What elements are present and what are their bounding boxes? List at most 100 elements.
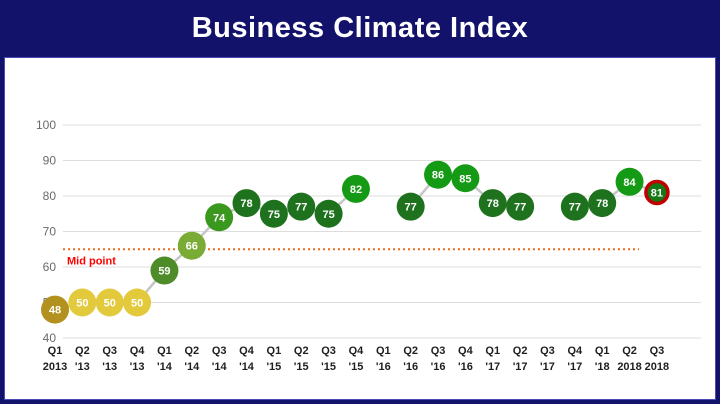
data-point (41, 295, 69, 324)
data-point (287, 192, 316, 221)
data-point-label: 75 (268, 209, 280, 221)
chart-header: Business Climate Index (0, 0, 720, 57)
x-tick-label-quarter: Q1 (595, 345, 610, 357)
x-tick-label-quarter: Q2 (294, 345, 309, 357)
data-point (314, 199, 343, 228)
x-tick-label-year: '13 (130, 361, 145, 373)
x-tick-label-quarter: Q3 (321, 345, 336, 357)
data-point-label: 82 (350, 184, 362, 196)
data-point (205, 203, 234, 232)
x-tick-label-year: '14 (184, 361, 200, 373)
x-tick-label-year: '13 (75, 361, 90, 373)
x-tick-label-year: '17 (513, 361, 528, 373)
data-point (615, 167, 644, 196)
data-point-label: 50 (104, 298, 116, 310)
data-point-label: 66 (186, 241, 198, 253)
y-tick-label: 90 (43, 154, 57, 168)
data-point-label: 86 (432, 170, 444, 182)
x-tick-label-year: '16 (431, 361, 446, 373)
x-tick-label-quarter: Q3 (212, 345, 227, 357)
data-point-label: 48 (49, 305, 61, 317)
data-point-label: 78 (487, 198, 499, 210)
data-point (177, 231, 206, 260)
x-tick-label-quarter: Q2 (75, 345, 90, 357)
x-tick-label-quarter: Q4 (239, 345, 255, 357)
x-tick-label-year: '13 (102, 361, 117, 373)
data-point-label: 59 (158, 266, 170, 278)
x-tick-label-quarter: Q4 (567, 345, 583, 357)
data-point-label: 78 (240, 198, 252, 210)
y-tick-label: 60 (43, 260, 57, 274)
data-point (68, 288, 97, 317)
data-point-label: 77 (569, 202, 581, 214)
midpoint-label: Mid point (67, 255, 116, 267)
x-tick-label-quarter: Q3 (650, 345, 665, 357)
x-tick-label-quarter: Q3 (540, 345, 555, 357)
data-point-label: 84 (623, 177, 636, 189)
data-point (150, 256, 179, 285)
x-tick-label-year: '14 (239, 361, 255, 373)
data-point (259, 199, 288, 228)
data-point (588, 189, 617, 218)
x-tick-label-quarter: Q1 (267, 345, 282, 357)
x-tick-label-quarter: Q4 (458, 345, 474, 357)
x-tick-label-year: '15 (294, 361, 309, 373)
data-point (560, 192, 589, 221)
data-point-label: 77 (514, 202, 526, 214)
x-tick-label-year: 2013 (43, 361, 67, 373)
data-point (451, 164, 480, 193)
x-tick-label-year: '15 (349, 361, 364, 373)
data-point-label: 85 (459, 173, 471, 185)
data-point (424, 160, 453, 189)
data-point-label: 81 (651, 187, 663, 199)
x-tick-label-quarter: Q3 (431, 345, 446, 357)
data-point-label: 77 (295, 202, 307, 214)
business-climate-line-chart: 405060708090100Mid point4850505059667478… (36, 118, 701, 373)
x-tick-label-year: 2018 (617, 361, 641, 373)
data-point (478, 189, 507, 218)
data-point-latest (644, 179, 670, 206)
x-tick-label-quarter: Q1 (376, 345, 391, 357)
data-point-label: 78 (596, 198, 608, 210)
x-tick-label-year: '17 (567, 361, 582, 373)
x-tick-label-quarter: Q1 (48, 345, 63, 357)
x-tick-label-quarter: Q2 (403, 345, 418, 357)
data-point (95, 288, 124, 317)
y-tick-label: 40 (43, 331, 57, 345)
x-tick-label-year: '14 (157, 361, 173, 373)
x-tick-label-quarter: Q1 (485, 345, 500, 357)
x-tick-label-year: '17 (485, 361, 500, 373)
x-tick-label-quarter: Q3 (102, 345, 117, 357)
x-tick-label-year: '15 (321, 361, 336, 373)
x-tick-label-year: '18 (595, 361, 610, 373)
x-tick-label-quarter: Q4 (349, 345, 365, 357)
x-tick-label-quarter: Q2 (513, 345, 528, 357)
data-point-label: 50 (131, 298, 143, 310)
x-tick-label-year: '16 (403, 361, 418, 373)
x-tick-label-year: '16 (376, 361, 391, 373)
data-point (506, 192, 535, 221)
data-point (123, 288, 152, 317)
page-title: Business Climate Index (191, 12, 529, 44)
y-tick-label: 70 (43, 225, 57, 239)
y-tick-label: 100 (36, 118, 56, 132)
data-point (341, 174, 370, 203)
x-tick-label-quarter: Q2 (622, 345, 637, 357)
data-point-label: 75 (322, 209, 334, 221)
y-tick-label: 80 (43, 189, 57, 203)
x-tick-label-quarter: Q1 (157, 345, 172, 357)
x-tick-label-year: '17 (540, 361, 555, 373)
data-point-label: 74 (213, 212, 226, 224)
x-tick-label-year: 2018 (645, 361, 669, 373)
x-tick-label-quarter: Q4 (130, 345, 146, 357)
data-point-label: 50 (76, 298, 88, 310)
data-point (396, 192, 425, 221)
x-tick-label-quarter: Q2 (184, 345, 199, 357)
data-point-label: 77 (405, 202, 417, 214)
x-tick-label-year: '14 (212, 361, 228, 373)
x-tick-label-year: '16 (458, 361, 473, 373)
data-point (232, 189, 261, 218)
chart-panel: 405060708090100Mid point4850505059667478… (4, 57, 716, 400)
x-tick-label-year: '15 (266, 361, 281, 373)
